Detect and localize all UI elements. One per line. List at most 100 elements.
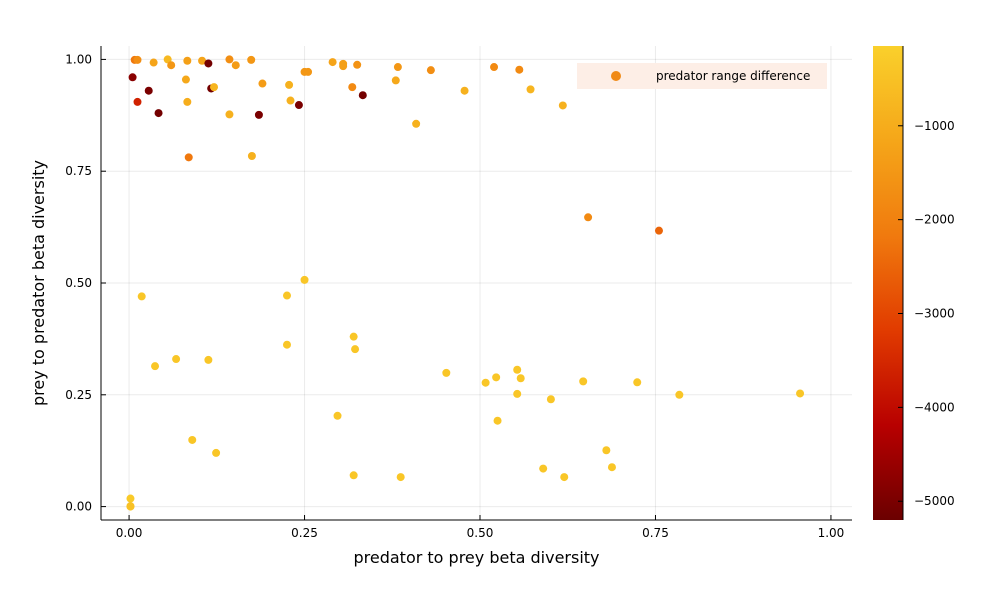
scatter-point <box>391 76 400 85</box>
scatter-point <box>351 345 360 354</box>
scatter-point <box>247 152 256 161</box>
scatter-point <box>339 62 348 71</box>
scatter-point <box>481 378 490 387</box>
scatter-point <box>163 55 172 64</box>
scatter-point <box>258 79 267 88</box>
scatter-point <box>539 464 548 473</box>
scatter-point <box>210 83 219 92</box>
x-tick-label: 0.75 <box>642 526 669 540</box>
scatter-point <box>513 389 522 398</box>
scatter-point <box>546 395 555 404</box>
scatter-point <box>633 378 642 387</box>
scatter-point <box>198 56 207 65</box>
scatter-point <box>584 213 593 222</box>
scatter-point <box>426 66 435 75</box>
x-tick-label: 0.25 <box>291 526 318 540</box>
y-axis-title: prey to predator beta diversity <box>29 160 48 406</box>
x-axis-title: predator to prey beta diversity <box>353 548 599 567</box>
colorbar-tick-label: −3000 <box>914 307 955 321</box>
scatter-point <box>225 110 234 119</box>
scatter-point <box>579 377 588 386</box>
scatter-point <box>282 340 291 349</box>
x-tick-label: 1.00 <box>818 526 845 540</box>
colorbar-tick-label: −5000 <box>914 494 955 508</box>
scatter-point <box>137 292 146 301</box>
scatter-point <box>167 61 176 70</box>
scatter-point <box>204 355 213 364</box>
colorbar-scale <box>873 46 903 520</box>
axes: 0.00 0.25 0.50 0.75 1.00 0.00 0.25 0.50 0.75 1.00 <box>65 46 852 540</box>
scatter-point <box>285 80 294 89</box>
scatter-point <box>516 374 525 383</box>
scatter-point <box>184 153 193 162</box>
scatter-point <box>188 435 197 444</box>
grid <box>101 46 852 520</box>
scatter-point <box>333 411 342 420</box>
scatter-point <box>133 97 142 106</box>
scatter-point <box>183 97 192 106</box>
scatter-point <box>526 85 535 94</box>
scatter-point <box>460 86 469 95</box>
colorbar: −1000 −2000 −3000 −4000 −5000 <box>873 46 955 520</box>
legend-marker <box>611 71 621 81</box>
scatter-point <box>282 291 291 300</box>
x-tick-label: 0.00 <box>116 526 143 540</box>
scatter-point <box>151 362 160 371</box>
scatter-point <box>602 446 611 455</box>
scatter-point <box>133 55 142 64</box>
scatter-point <box>172 355 181 364</box>
y-tick-label: 0.25 <box>65 388 92 402</box>
scatter-point <box>353 60 362 69</box>
y-tick-label: 0.50 <box>65 276 92 290</box>
colorbar-tick-label: −2000 <box>914 213 955 227</box>
scatter-point <box>231 61 240 70</box>
scatter-point <box>349 332 358 341</box>
scatter-point <box>254 110 263 119</box>
scatter-point <box>396 473 405 482</box>
scatter-point <box>358 91 367 100</box>
scatter-point <box>154 109 163 118</box>
scatter-point <box>560 473 569 482</box>
scatter-point <box>304 67 313 76</box>
data-points <box>126 55 805 511</box>
legend: predator range difference <box>577 63 827 89</box>
scatter-point <box>149 58 158 67</box>
scatter-point <box>212 448 221 457</box>
scatter-point <box>412 119 421 128</box>
scatter-point <box>513 365 522 374</box>
scatter-point <box>128 73 137 82</box>
scatter-point <box>348 83 357 92</box>
scatter-point <box>300 275 309 284</box>
scatter-point <box>796 389 805 398</box>
scatter-point <box>126 502 135 511</box>
scatter-point <box>490 63 499 72</box>
scatter-point <box>515 65 524 74</box>
scatter-point <box>294 101 303 110</box>
scatter-point <box>492 373 501 382</box>
colorbar-tick-label: −4000 <box>914 400 955 414</box>
scatter-point <box>675 390 684 399</box>
scatter-point <box>286 96 295 105</box>
scatter-point <box>442 368 451 377</box>
scatter-point <box>607 463 616 472</box>
legend-label: predator range difference <box>656 69 810 83</box>
scatter-point <box>126 494 135 503</box>
scatter-point <box>349 471 358 480</box>
scatter-point <box>204 59 213 68</box>
scatter-point <box>493 416 502 425</box>
scatter-point <box>144 86 153 95</box>
y-tick-label: 0.75 <box>65 164 92 178</box>
scatter-point <box>247 55 256 64</box>
y-tick-label: 0.00 <box>65 500 92 514</box>
colorbar-tick-label: −1000 <box>914 119 955 133</box>
y-tick-label: 1.00 <box>65 52 92 66</box>
scatter-point <box>183 56 192 65</box>
scatter-point <box>654 226 663 235</box>
scatter-point <box>558 101 567 110</box>
scatter-point <box>328 58 337 67</box>
scatter-point <box>225 55 234 64</box>
scatter-point <box>181 75 190 84</box>
x-tick-label: 0.50 <box>467 526 494 540</box>
scatter-point <box>393 63 402 72</box>
